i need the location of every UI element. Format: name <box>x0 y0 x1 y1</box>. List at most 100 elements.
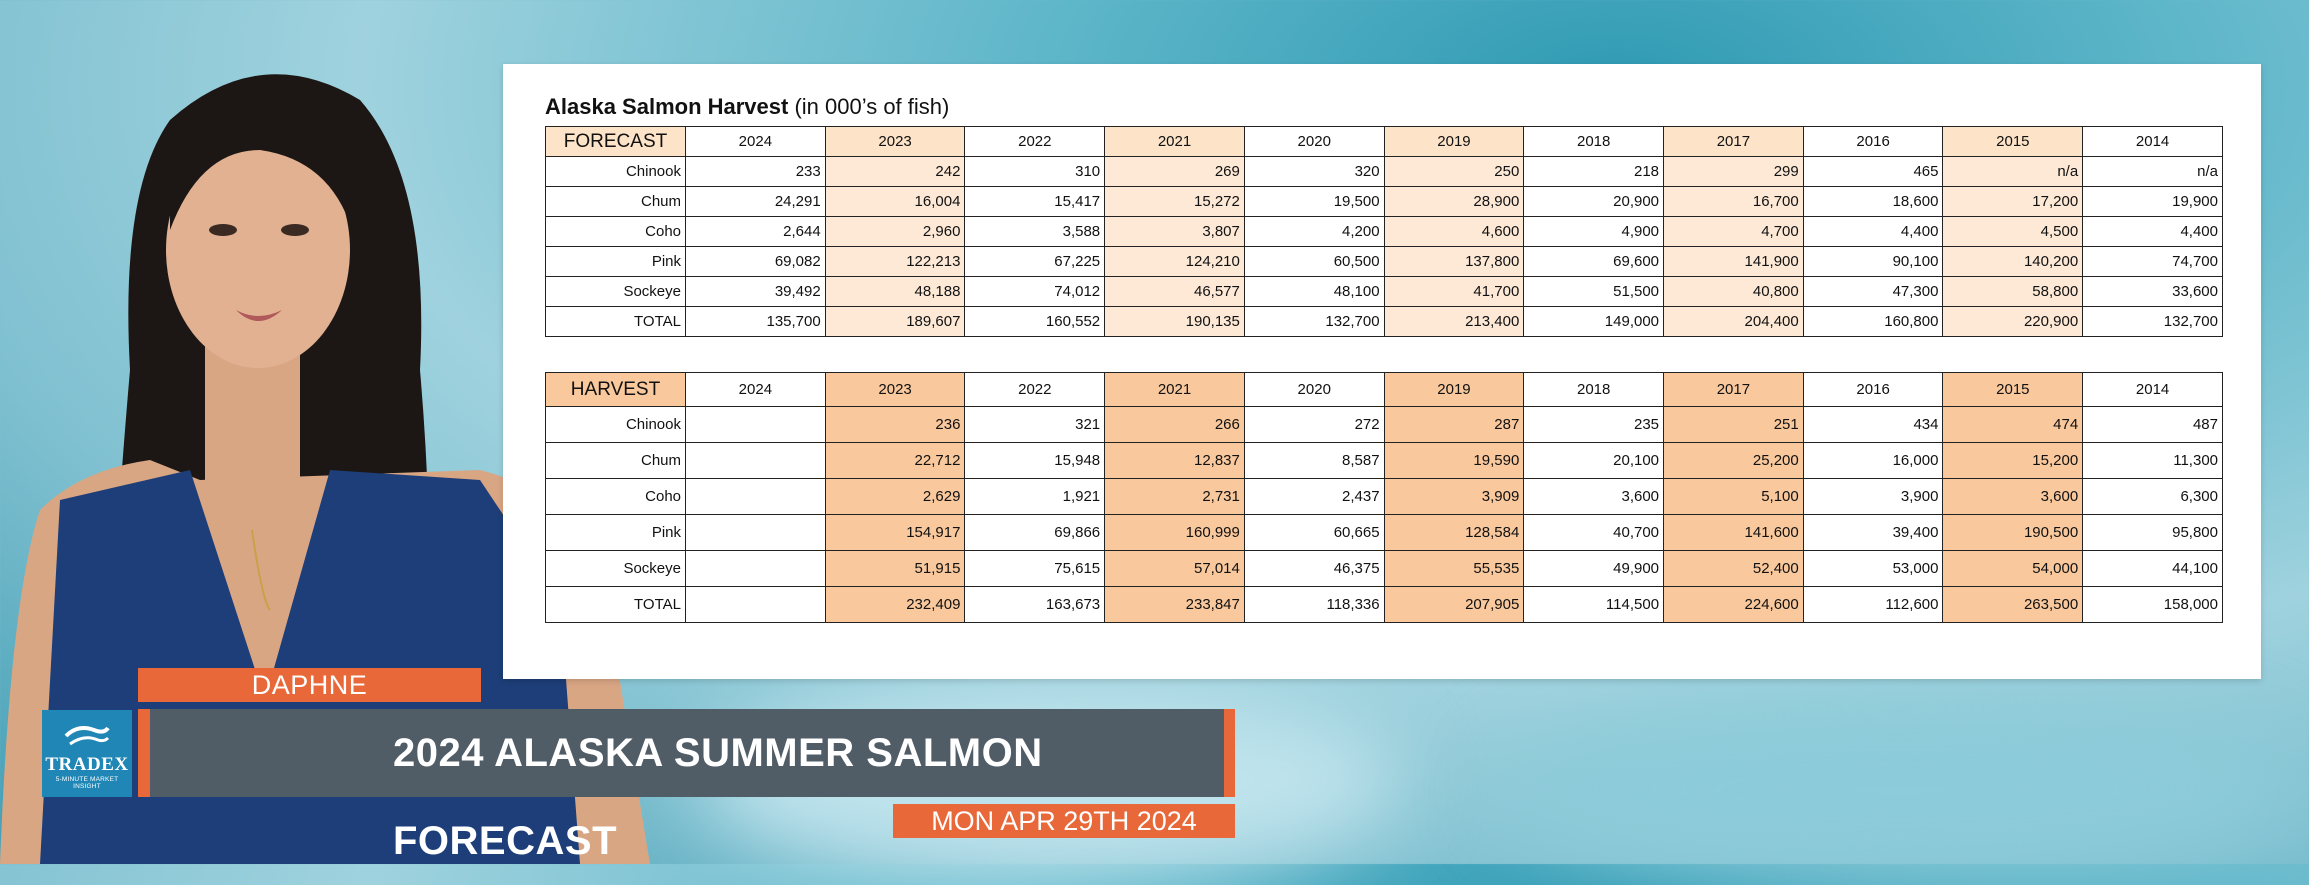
tradex-logo: TRADEX 5-MINUTE MARKET INSIGHT <box>42 710 132 797</box>
table-cell: 6,300 <box>2082 478 2223 515</box>
date-badge: MON APR 29TH 2024 <box>893 804 1235 838</box>
presenter-name: DAPHNE <box>138 668 481 702</box>
table-cell: 124,210 <box>1104 246 1245 277</box>
table-cell: 320 <box>1243 156 1385 187</box>
table-cell: 3,600 <box>1523 478 1665 515</box>
data-panel: Alaska Salmon Harvest (in 000’s of fish)… <box>503 64 2261 679</box>
row-label: Chum <box>545 442 686 479</box>
table-cell: 158,000 <box>2082 586 2223 623</box>
table-cell: 12,837 <box>1104 442 1245 479</box>
table-cell: 39,492 <box>685 276 826 307</box>
table-cell: 51,915 <box>824 550 966 587</box>
table-row: Chinook 236 321 266 272 287 235 251 434 474 487 <box>545 406 2223 443</box>
table-cell: 160,552 <box>964 306 1106 337</box>
table-row: Pink 69,082 122,213 67,225 124,210 60,500 137,… <box>545 246 2223 277</box>
table-cell: 39,400 <box>1802 514 1944 551</box>
table-row: Chum 22,712 15,948 12,837 8,587 19,590 20,100 2… <box>545 442 2223 479</box>
table-cell: 2,437 <box>1243 478 1385 515</box>
table-cell: 128,584 <box>1383 514 1525 551</box>
table-cell: 15,948 <box>964 442 1106 479</box>
year-header: 2021 <box>1104 372 1245 407</box>
table-cell: 19,900 <box>2082 186 2223 217</box>
table-cell: 5,100 <box>1663 478 1804 515</box>
table-cell: 40,800 <box>1663 276 1804 307</box>
year-header: 2022 <box>964 372 1106 407</box>
table-cell: 69,600 <box>1523 246 1665 277</box>
table-cell: 4,900 <box>1523 216 1665 247</box>
table-cell: 204,400 <box>1663 306 1804 337</box>
table-cell: 69,082 <box>685 246 826 277</box>
table-cell: 74,700 <box>2082 246 2223 277</box>
table-corner-label: FORECAST <box>545 126 686 157</box>
background-blob <box>1500 700 2300 880</box>
table-cell: 190,135 <box>1104 306 1245 337</box>
table-cell: 19,500 <box>1243 186 1385 217</box>
table-header-row: FORECAST 2024 2023 2022 2021 2020 2019 2018 2017… <box>545 126 2223 157</box>
table-cell: 4,600 <box>1383 216 1525 247</box>
logo-tagline: 5-MINUTE MARKET INSIGHT <box>55 776 119 790</box>
table-cell: 15,272 <box>1104 186 1245 217</box>
table-cell: 235 <box>1523 406 1665 443</box>
table-cell: 48,188 <box>824 276 966 307</box>
table-cell: 40,700 <box>1523 514 1665 551</box>
table-cell: 47,300 <box>1802 276 1944 307</box>
table-row: Sockeye 51,915 75,615 57,014 46,375 55,535 49,… <box>545 550 2223 587</box>
table-cell: 4,500 <box>1942 216 2084 247</box>
table-cell: 135,700 <box>685 306 826 337</box>
table-cell: 141,600 <box>1663 514 1804 551</box>
row-label: Sockeye <box>545 550 686 587</box>
table-cell <box>685 550 826 587</box>
table-cell: 112,600 <box>1802 586 1944 623</box>
table-cell <box>685 478 826 515</box>
table-cell: 474 <box>1942 406 2084 443</box>
row-label: Coho <box>545 478 686 515</box>
year-header: 2019 <box>1383 126 1525 157</box>
table-cell: 233 <box>685 156 826 187</box>
table-cell: 263,500 <box>1942 586 2084 623</box>
table-cell: 2,629 <box>824 478 966 515</box>
table-header-row: HARVEST 2024 2023 2022 2021 2020 2019 2018 2017 2… <box>545 372 2223 407</box>
table-cell: 54,000 <box>1942 550 2084 587</box>
year-header: 2017 <box>1663 372 1804 407</box>
table-cell: 24,291 <box>685 186 826 217</box>
table-cell: 487 <box>2082 406 2223 443</box>
table-cell: 74,012 <box>964 276 1106 307</box>
table-cell: 189,607 <box>824 306 966 337</box>
table-cell: 57,014 <box>1104 550 1245 587</box>
table-cell: 67,225 <box>964 246 1106 277</box>
table-cell: 160,999 <box>1104 514 1245 551</box>
year-header: 2022 <box>964 126 1106 157</box>
table-cell: 269 <box>1104 156 1245 187</box>
panel-title: Alaska Salmon Harvest (in 000’s of fish) <box>545 94 950 119</box>
table-cell: 250 <box>1383 156 1525 187</box>
table-cell: 163,673 <box>964 586 1106 623</box>
table-row: Pink 154,917 69,866 160,999 60,665 128,584 40,… <box>545 514 2223 551</box>
table-cell <box>685 406 826 443</box>
headline: 2024 ALASKA SUMMER SALMON FORECAST <box>150 709 1224 863</box>
year-header: 2017 <box>1663 126 1804 157</box>
table-cell: 220,900 <box>1942 306 2084 337</box>
table-cell: 3,900 <box>1802 478 1944 515</box>
table-row: Coho 2,629 1,921 2,731 2,437 3,909 3,600 5,100 3… <box>545 478 2223 515</box>
year-header: 2015 <box>1942 372 2084 407</box>
table-cell: 141,900 <box>1663 246 1804 277</box>
table-cell: 69,866 <box>964 514 1106 551</box>
table-cell: 11,300 <box>2082 442 2223 479</box>
table-cell: 118,336 <box>1243 586 1385 623</box>
year-header: 2023 <box>824 372 966 407</box>
year-header: 2018 <box>1523 126 1665 157</box>
table-cell: 90,100 <box>1802 246 1944 277</box>
table-cell: 48,100 <box>1243 276 1385 307</box>
table-cell: 51,500 <box>1523 276 1665 307</box>
table-cell: 160,800 <box>1802 306 1944 337</box>
table-cell: 218 <box>1523 156 1665 187</box>
table-cell: 15,417 <box>964 186 1106 217</box>
table-row: TOTAL 135,700 189,607 160,552 190,135 132,700… <box>545 306 2223 337</box>
table-cell: 140,200 <box>1942 246 2084 277</box>
table-cell: 242 <box>824 156 966 187</box>
table-cell: 18,600 <box>1802 186 1944 217</box>
table-cell: 287 <box>1383 406 1525 443</box>
table-row: TOTAL 232,409 163,673 233,847 118,336 207,905… <box>545 586 2223 623</box>
table-cell: 46,577 <box>1104 276 1245 307</box>
table-cell: 1,921 <box>964 478 1106 515</box>
